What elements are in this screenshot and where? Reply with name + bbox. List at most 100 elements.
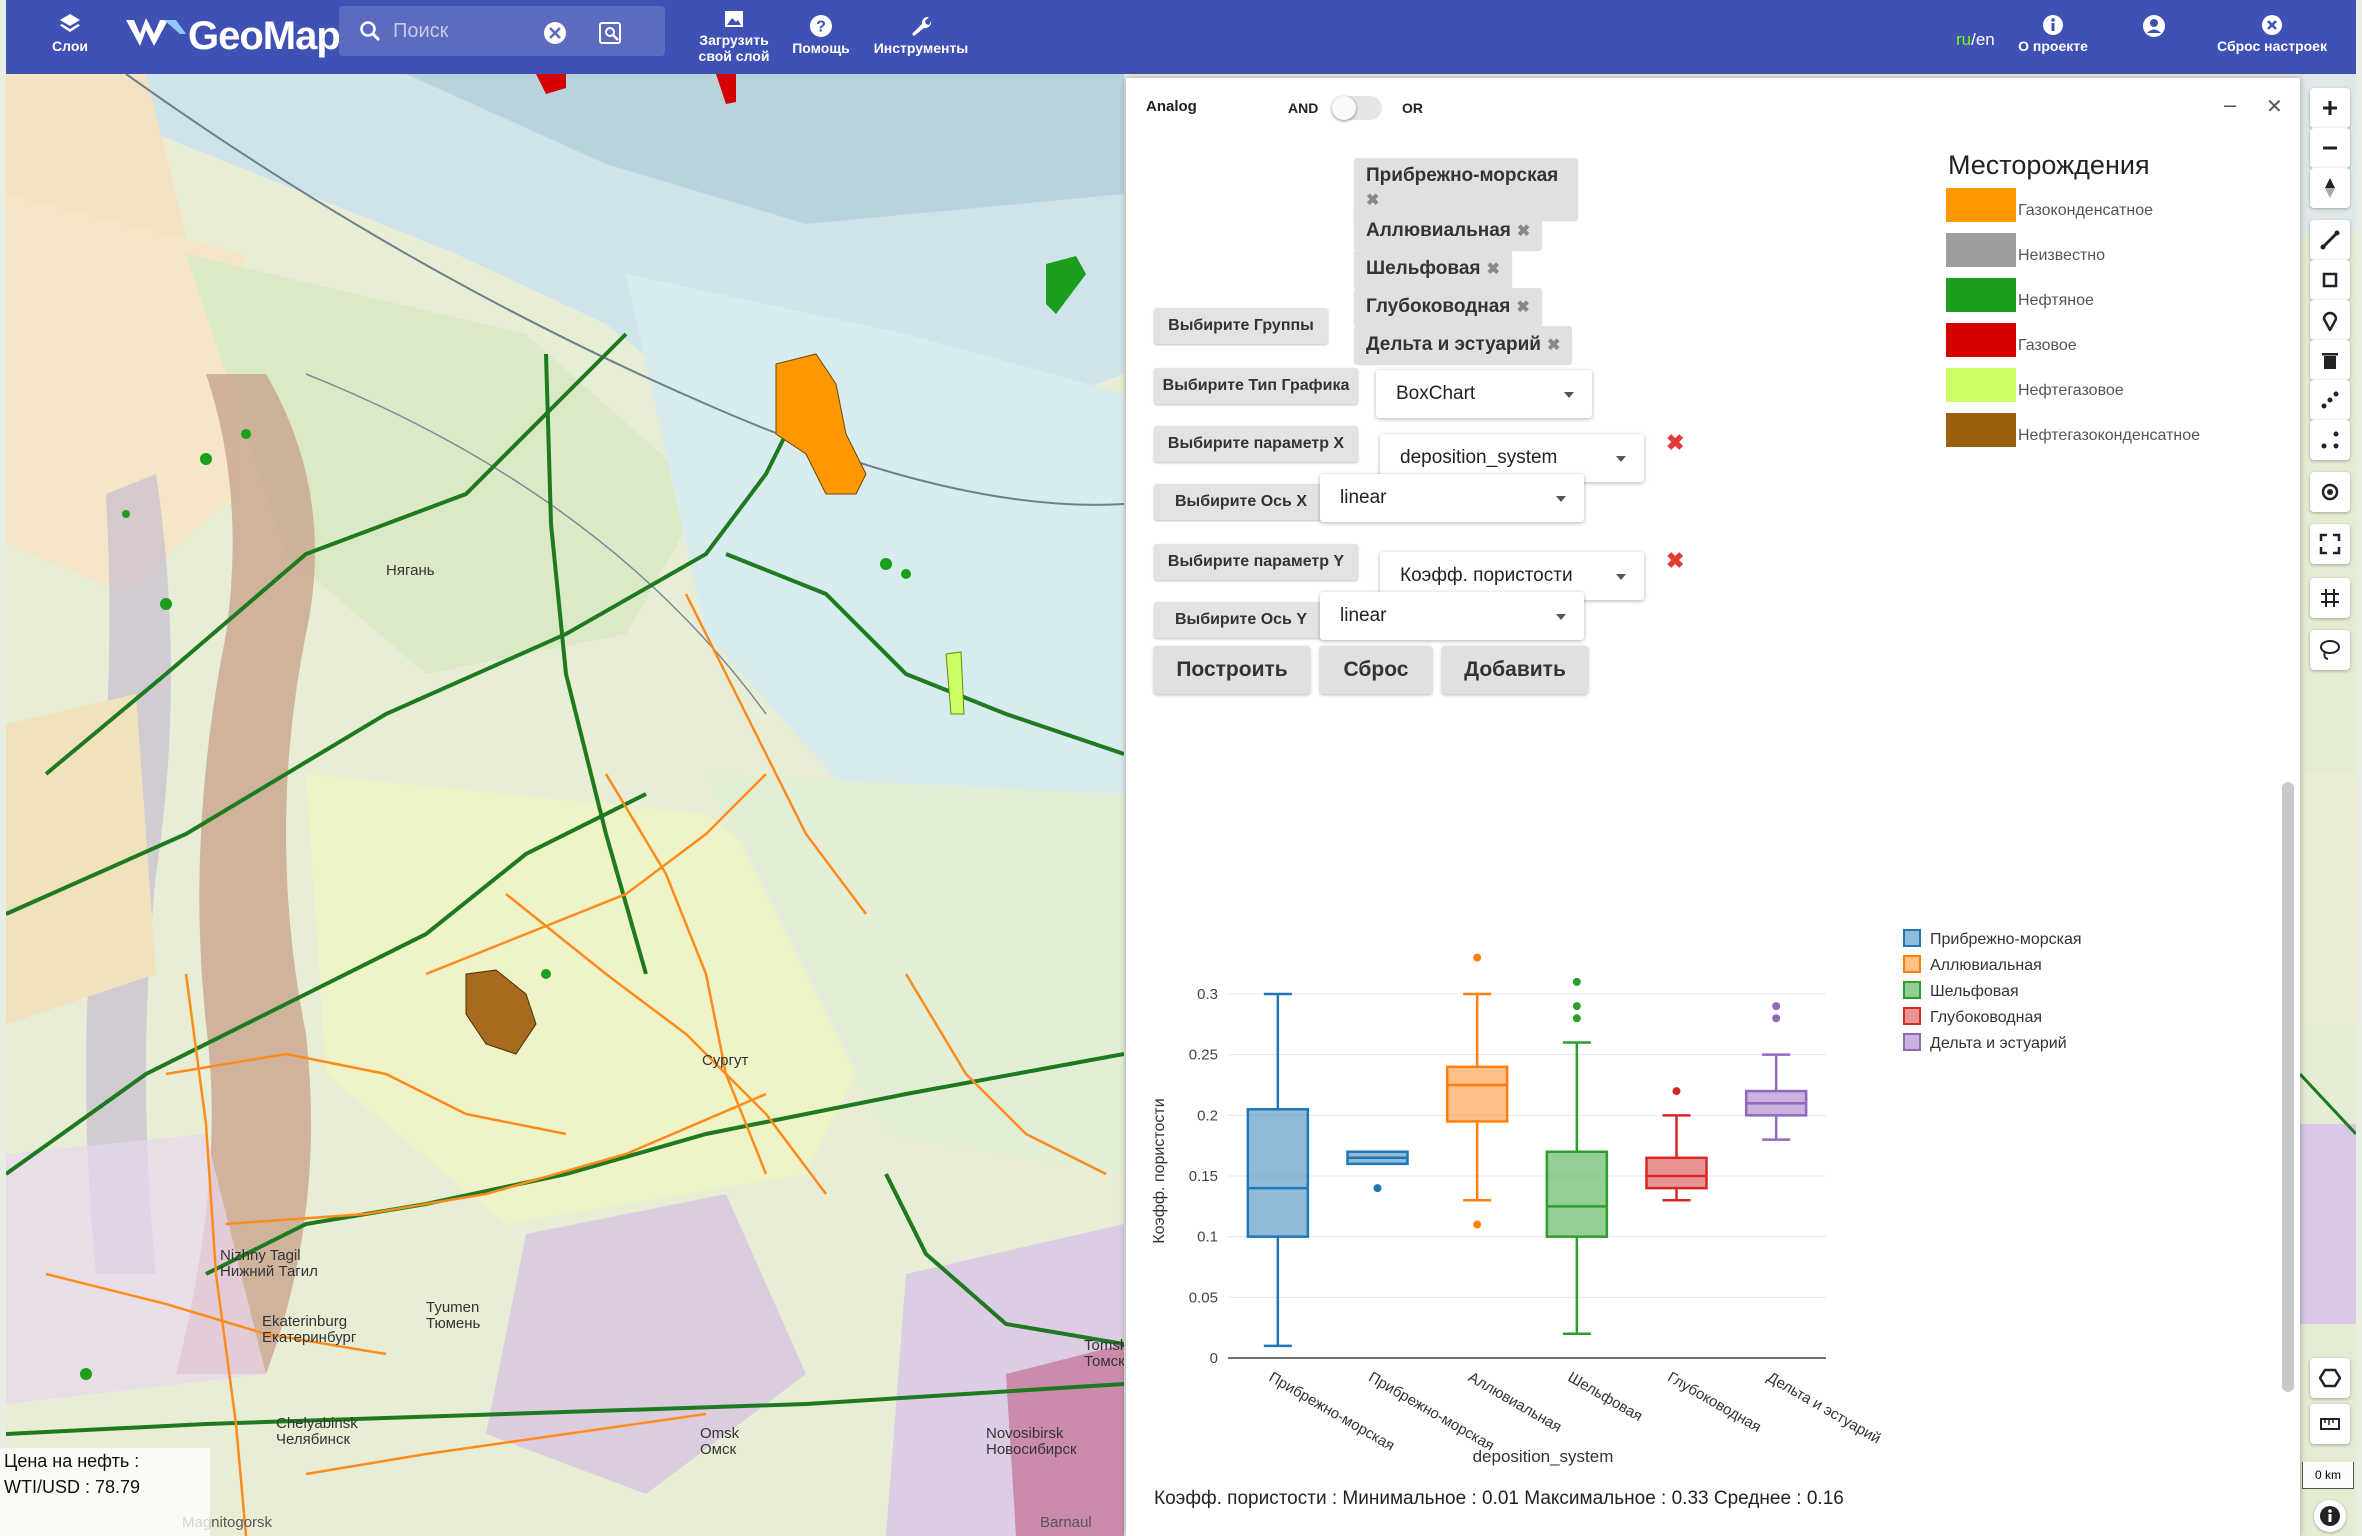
- box-outlier: [1473, 1220, 1482, 1229]
- info-button[interactable]: [2314, 1500, 2346, 1532]
- x-tick-label: Аллювиальная: [1465, 1369, 1564, 1436]
- box-body: [1246, 1108, 1310, 1238]
- uncombine-button[interactable]: [2310, 420, 2350, 460]
- city-label-surgut: Сургут: [702, 1052, 749, 1069]
- toggle-knob[interactable]: [1332, 96, 1356, 120]
- scrollbar-thumb[interactable]: [2282, 782, 2294, 1392]
- zoom-in-button[interactable]: [2310, 88, 2350, 128]
- x-tick-label: Глубоководная: [1665, 1369, 1764, 1436]
- tools-button[interactable]: Инструменты: [866, 14, 976, 56]
- chip-group-5[interactable]: Дельта и эстуарий ✖: [1354, 326, 1573, 364]
- select-param-y-button[interactable]: Выбирите параметр Y: [1154, 544, 1358, 580]
- box-chart[interactable]: 0 0.05 0.1 0.15 0.2 0.25 0.3 Коэфф. пористости П…: [1126, 838, 2276, 1478]
- y-axis-title: Коэфф. пористости: [1151, 1098, 1168, 1243]
- chip-group-4[interactable]: Глубоководная ✖: [1354, 288, 1542, 326]
- chevron-down-icon: [1616, 574, 1626, 580]
- remove-param-y-icon[interactable]: ✖: [1666, 548, 1685, 573]
- locate-icon: [2321, 483, 2339, 501]
- combine-button[interactable]: [2310, 380, 2350, 420]
- geolocate-button[interactable]: [2310, 472, 2350, 512]
- chart-legend-label: Аллювиальная: [1930, 957, 2042, 974]
- remove-param-x-icon[interactable]: ✖: [1666, 430, 1685, 455]
- reset-button[interactable]: Сброс: [1320, 646, 1432, 694]
- chip-group-1[interactable]: Прибрежно-морская ✖: [1354, 158, 1578, 220]
- line-draw-icon: [2320, 230, 2340, 250]
- chip-group-2[interactable]: Аллювиальная ✖: [1354, 212, 1543, 250]
- about-button[interactable]: О проекте: [2010, 14, 2096, 54]
- account-icon: [2143, 15, 2165, 37]
- clear-search-icon[interactable]: [543, 21, 567, 45]
- image-upload-icon: [725, 11, 743, 27]
- upload-layer-button[interactable]: Загрузить свой слой: [686, 8, 782, 64]
- grid-button[interactable]: [2310, 578, 2350, 618]
- reset-north-button[interactable]: [2310, 168, 2350, 208]
- chevron-down-icon: [1556, 614, 1566, 620]
- legend-swatch: [1946, 368, 2016, 402]
- close-icon[interactable]: ✕: [2266, 96, 2283, 118]
- build-button[interactable]: Построить: [1154, 646, 1310, 694]
- compass-icon: [2325, 178, 2335, 198]
- y-tick-label: 0: [1210, 1350, 1218, 1367]
- polygon-draw-icon: [2322, 272, 2338, 288]
- ruler-button[interactable]: [2310, 1404, 2350, 1444]
- account-button[interactable]: [2134, 14, 2174, 40]
- select-chart-type-button[interactable]: Выбирите Тип Графика: [1154, 368, 1358, 404]
- zoom-out-button[interactable]: [2310, 128, 2350, 168]
- search-box[interactable]: [339, 6, 665, 56]
- select-axis-x-button[interactable]: Выбирите Ось X: [1154, 484, 1328, 520]
- draw-line-button[interactable]: [2310, 220, 2350, 260]
- city-label-chelyabinsk: Chelyabinsk Челябинск: [276, 1415, 358, 1448]
- x-axis-title: deposition_system: [1473, 1447, 1614, 1466]
- language-switch[interactable]: ru/en: [1956, 30, 1995, 50]
- y-tick-label: 0.1: [1197, 1229, 1218, 1246]
- city-label-tyumen: Tyumen Тюмень: [426, 1299, 481, 1332]
- chip-remove-icon[interactable]: ✖: [1516, 223, 1531, 240]
- select-axis-y-button[interactable]: Выбирите Ось Y: [1154, 602, 1328, 638]
- wti-price: WTI/USD : 78.79: [4, 1477, 141, 1497]
- chip-remove-icon[interactable]: ✖: [1366, 192, 1380, 209]
- fullscreen-button[interactable]: [2310, 524, 2350, 564]
- chart-type-select[interactable]: BoxChart: [1376, 370, 1592, 418]
- axis-x-select[interactable]: linear: [1320, 474, 1584, 522]
- panel-scrollbar[interactable]: [2282, 154, 2294, 1534]
- and-label: AND: [1288, 100, 1319, 116]
- box-outlier: [1572, 977, 1581, 986]
- axis-y-select[interactable]: linear: [1320, 592, 1584, 640]
- box-body: [1645, 1156, 1708, 1190]
- delete-button[interactable]: [2310, 340, 2350, 380]
- chip-remove-icon[interactable]: ✖: [1546, 337, 1561, 354]
- reset-settings-button[interactable]: Сброс настроек: [2202, 14, 2342, 54]
- map-canvas[interactable]: Nizhny Tagil Нижний Тагил Tyumen Тюмень Ek…: [6, 74, 1124, 1536]
- city-label-novosibirsk: Novosibirsk Новосибирск: [986, 1425, 1077, 1458]
- chip-remove-icon[interactable]: ✖: [1516, 299, 1530, 316]
- geomap-logo[interactable]: GeoMap: [124, 8, 341, 64]
- help-button[interactable]: ? Помощь: [784, 14, 858, 56]
- and-or-toggle[interactable]: [1332, 96, 1382, 120]
- select-groups-button[interactable]: Выбирите Группы: [1154, 308, 1328, 344]
- chip-remove-icon[interactable]: ✖: [1486, 261, 1500, 278]
- lang-ru[interactable]: ru: [1956, 30, 1972, 49]
- y-tick-label: 0.25: [1189, 1047, 1218, 1064]
- y-tick-label: 0.15: [1189, 1168, 1218, 1185]
- lasso-icon: [2320, 640, 2340, 660]
- box-outlier: [1373, 1184, 1382, 1193]
- chart-legend-label: Шельфовая: [1930, 983, 2019, 1000]
- draw-polygon-button[interactable]: [2310, 260, 2350, 300]
- logo-text: GeoMap: [188, 13, 341, 58]
- add-button[interactable]: Добавить: [1442, 646, 1588, 694]
- city-label-yekaterinburg: Ekaterinburg Екатеринбург: [262, 1313, 357, 1346]
- chip-group-3[interactable]: Шельфовая ✖: [1354, 250, 1512, 288]
- lang-en[interactable]: /en: [1971, 30, 1995, 49]
- layers-button[interactable]: Слои: [44, 12, 96, 54]
- x-tick-label: Дельта и эстуарий: [1764, 1369, 1883, 1448]
- search-input[interactable]: [391, 16, 565, 46]
- lasso-button[interactable]: [2310, 630, 2350, 670]
- logo-mark-icon: [126, 18, 186, 46]
- draw-point-button[interactable]: [2310, 300, 2350, 340]
- polygon-tool-button[interactable]: [2310, 1358, 2350, 1398]
- image-search-icon[interactable]: [597, 20, 623, 46]
- or-label: OR: [1402, 100, 1423, 116]
- select-param-x-button[interactable]: Выбирите параметр X: [1154, 426, 1358, 462]
- minimize-icon[interactable]: –: [2224, 92, 2237, 117]
- city-label-nyagan: Нягань: [386, 562, 435, 579]
